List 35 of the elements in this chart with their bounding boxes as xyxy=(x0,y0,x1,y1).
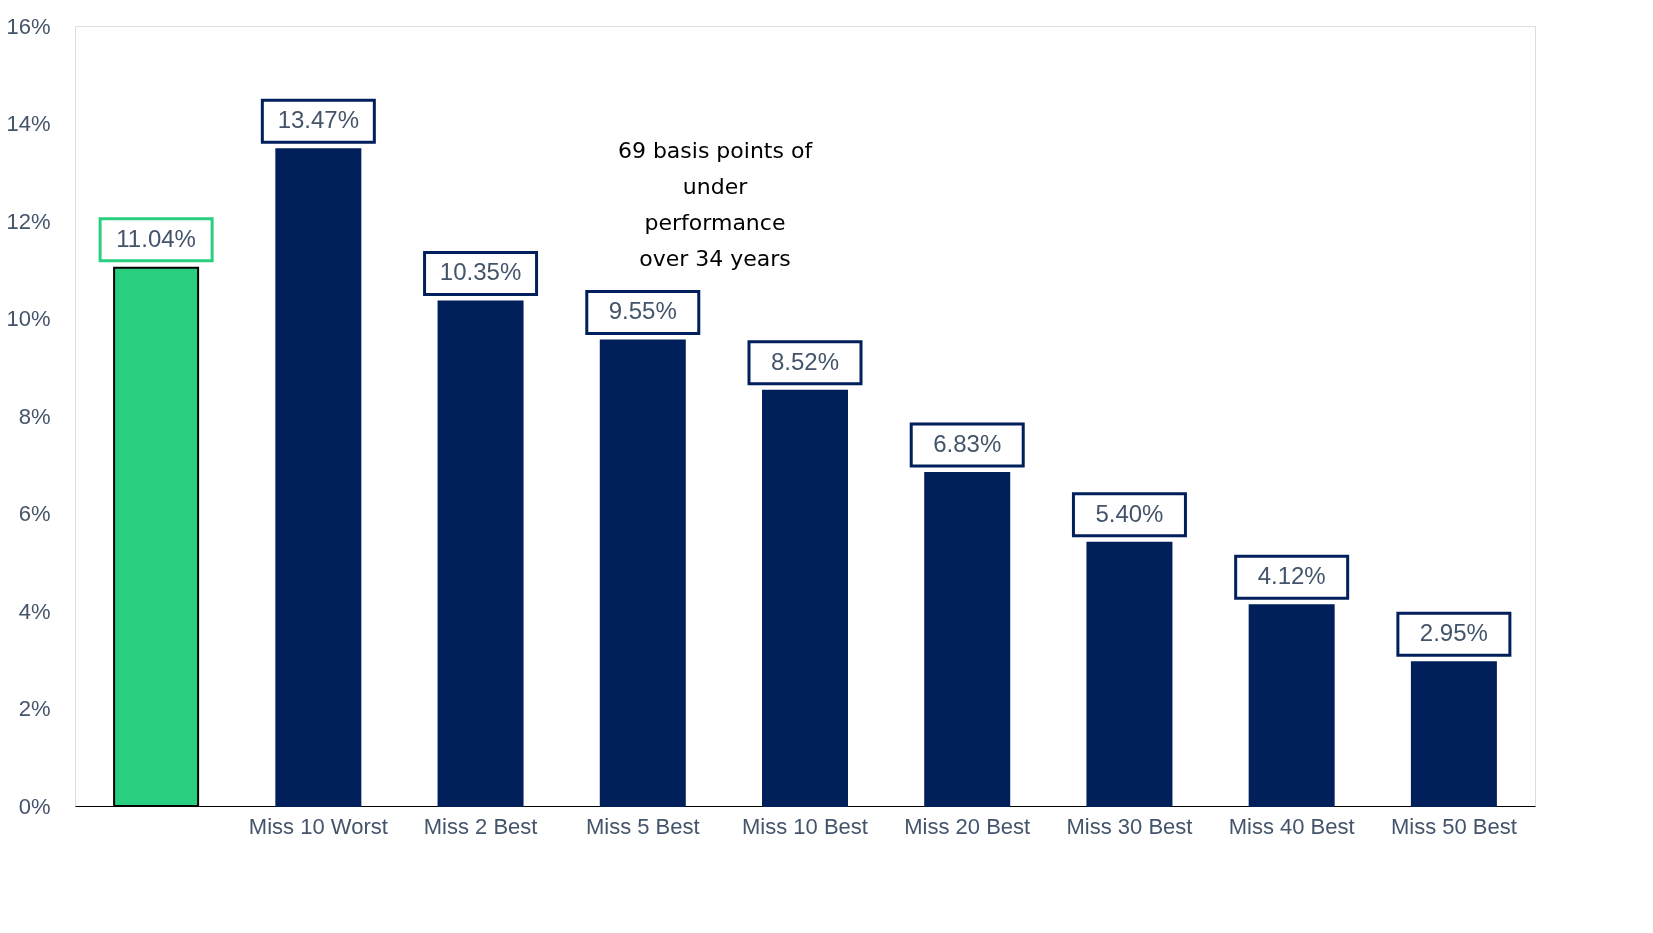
bar xyxy=(1248,604,1335,807)
y-tick-label: 8% xyxy=(18,403,51,429)
y-tick-label: 0% xyxy=(18,793,51,819)
x-tick-label: Miss 50 Best xyxy=(1390,813,1517,839)
bar xyxy=(275,148,362,807)
data-label: 8.52% xyxy=(770,347,840,375)
x-tick-label: Miss 40 Best xyxy=(1228,813,1355,839)
data-label: 11.04% xyxy=(116,224,196,252)
x-tick-label: Miss 10 Worst xyxy=(248,813,388,839)
data-label: 2.95% xyxy=(1419,619,1488,647)
y-tick-label: 10% xyxy=(6,306,51,331)
bar xyxy=(1086,541,1173,807)
annotation: 69 basis points of under performance over 34 years xyxy=(617,138,814,271)
y-tick-label: 16% xyxy=(6,13,51,39)
x-tick-label: Miss 2 Best xyxy=(423,813,538,839)
bar xyxy=(599,339,686,807)
data-label: 10.35% xyxy=(439,258,522,286)
data-label: 9.55% xyxy=(608,297,677,325)
y-tick-label: 12% xyxy=(6,208,51,234)
x-tick-label: Miss 20 Best xyxy=(904,813,1031,839)
y-tick-label: 4% xyxy=(18,598,51,624)
bar xyxy=(762,389,848,807)
bar xyxy=(437,300,524,807)
x-tick-label: Miss 5 Best xyxy=(585,813,700,839)
x-tick-label: Miss 30 Best xyxy=(1066,813,1193,839)
y-tick-label: 2% xyxy=(18,696,51,721)
data-label: 6.83% xyxy=(933,430,1002,458)
bar xyxy=(924,472,1011,807)
y-tick-label: 14% xyxy=(6,111,51,136)
x-tick-label: Miss 10 Best xyxy=(742,813,868,839)
data-label: 5.40% xyxy=(1095,499,1164,527)
data-label: 13.47% xyxy=(277,106,360,134)
bar xyxy=(1410,661,1497,807)
y-tick-label: 6% xyxy=(18,501,51,526)
data-label: 4.12% xyxy=(1257,562,1326,590)
